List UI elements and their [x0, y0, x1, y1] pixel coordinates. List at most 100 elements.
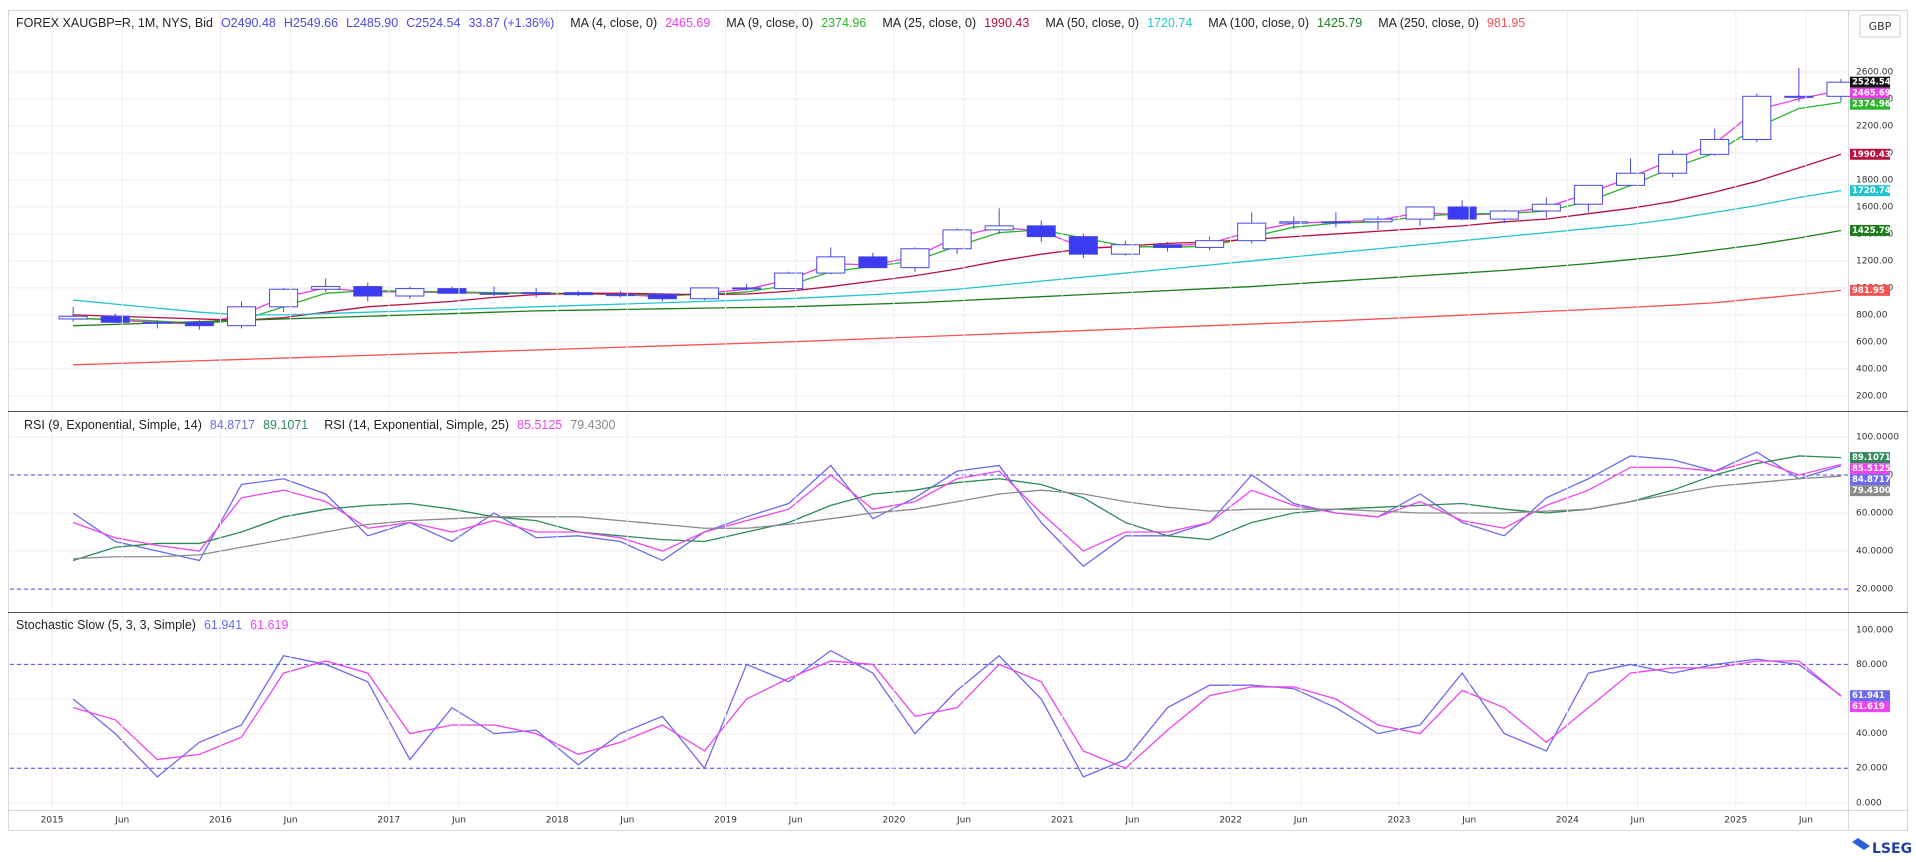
legend-value: 1720.74 [1147, 16, 1193, 30]
candle-body [479, 292, 509, 295]
ohlc-value: L2485.90 [346, 16, 399, 30]
ohlc-value: C2524.54 [406, 16, 461, 30]
candle-body [647, 294, 677, 300]
x-tick-label: 2025 [1724, 816, 1747, 826]
legend-title: FOREX XAUGBP=R, 1M, NYS, Bid [16, 16, 213, 30]
value-badge-label: 2465.69 [1852, 89, 1891, 99]
x-tick-label: 2019 [714, 816, 737, 826]
value-badge-label: 2524.54 [1852, 78, 1891, 88]
value-badge-label: 61.619 [1852, 702, 1885, 712]
value-badge [1850, 452, 1890, 464]
candle-body [226, 306, 257, 327]
legend-name: MA (9, close, 0) [726, 16, 814, 30]
candle-body [1784, 95, 1814, 98]
candle-body [689, 287, 720, 300]
candle-body [100, 315, 130, 323]
x-tick-label: Jun [1798, 816, 1813, 826]
y-tick-label: 2200.00 [1856, 121, 1893, 131]
candle-body [1026, 225, 1056, 238]
currency-box [1859, 14, 1901, 38]
candle-body [1195, 240, 1225, 248]
x-tick-label: 2015 [41, 816, 64, 826]
value-badge-label: 89.1071 [1852, 453, 1891, 463]
value-badge [1850, 87, 1890, 99]
value-badge-label: 981.95 [1852, 286, 1885, 296]
candle-body [1700, 138, 1730, 155]
currency: GBP [1869, 20, 1892, 33]
candle-body [269, 288, 299, 308]
candle-body [858, 256, 888, 269]
x-tick-label: Jun [1124, 816, 1139, 826]
candle-body [900, 248, 930, 269]
legend-value: 84.8717 [209, 418, 256, 432]
value-badge [1850, 690, 1890, 702]
value-badge [1850, 185, 1890, 197]
candle-body [1531, 203, 1561, 212]
candle-body [1321, 221, 1351, 224]
legend-value: 79.4300 [570, 418, 616, 432]
candle-body [605, 294, 635, 297]
candle-body [142, 321, 172, 324]
candle-body [311, 286, 341, 290]
y-tick-label: 40.000 [1856, 729, 1888, 739]
series-line [73, 289, 1842, 366]
value-badge [1850, 224, 1890, 236]
x-tick-label: 2022 [1219, 816, 1242, 826]
candle-body [1237, 222, 1267, 242]
legend-title: Stochastic Slow (5, 3, 3, Simple) [16, 618, 196, 632]
candle-body [816, 256, 846, 274]
candle-body [1405, 206, 1435, 220]
y-tick-label: 1600.00 [1856, 202, 1893, 212]
legend-name: MA (25, close, 0) [882, 16, 977, 30]
candle-body [1573, 184, 1603, 205]
legend-value: 2465.69 [665, 16, 711, 30]
frame [8, 10, 1908, 831]
legend-value: 1425.79 [1317, 16, 1363, 30]
candle-body [1152, 244, 1183, 248]
series-line [73, 190, 1842, 316]
series-line [73, 475, 1842, 560]
panel-legend: RSI (9, Exponential, Simple, 14) 84.8717 8… [16, 418, 615, 432]
y-tick-label: 1800.00 [1856, 175, 1893, 185]
candle-body [1068, 236, 1098, 255]
x-tick-label: Jun [1461, 816, 1476, 826]
legend-value: 85.5125 [517, 418, 563, 432]
x-tick-label: Jun [451, 816, 466, 826]
legend-name: MA (100, close, 0) [1208, 16, 1310, 30]
candle-body [1489, 210, 1519, 220]
value-badge-label: 1990.43 [1852, 150, 1891, 160]
y-tick-label: 0.000 [1856, 798, 1882, 808]
candle-body [521, 292, 551, 295]
value-badge [1850, 148, 1890, 160]
y-tick-label: 1200.00 [1856, 256, 1893, 266]
y-tick-label: 20.000 [1856, 764, 1888, 774]
candle-body [1658, 153, 1688, 174]
legend-value: 2374.96 [821, 16, 867, 30]
x-tick-label: Jun [114, 816, 129, 826]
value-badge [1850, 76, 1890, 88]
value-badge-label: 84.8717 [1852, 475, 1891, 485]
value-badge-label: 2374.96 [1852, 100, 1891, 110]
series-line [73, 101, 1842, 325]
candle-body [1615, 172, 1646, 186]
ohlc-value: 33.87 (+1.36%) [468, 16, 555, 30]
candle-body [58, 315, 88, 320]
x-tick-label: 2023 [1388, 816, 1411, 826]
series-line [72, 649, 1842, 778]
candle-body [984, 225, 1014, 231]
y-tick-label: 200.00 [1856, 391, 1888, 401]
x-tick-label: Jun [1630, 816, 1645, 826]
x-tick-label: Jun [619, 816, 634, 826]
series-line [72, 451, 1842, 568]
brand: LSEG [1872, 841, 1912, 857]
panel-legend: FOREX XAUGBP=R, 1M, NYS, Bid O2490.48 H254… [16, 16, 1525, 30]
ohlc-value: H2549.66 [283, 16, 339, 30]
legend-name: MA (4, close, 0) [570, 16, 658, 30]
brand-logo: LSEG [1852, 838, 1912, 857]
value-badge [1850, 98, 1890, 110]
x-tick-label: 2020 [882, 816, 905, 826]
legend-name: MA (50, close, 0) [1045, 16, 1140, 30]
series-line [72, 455, 1842, 562]
